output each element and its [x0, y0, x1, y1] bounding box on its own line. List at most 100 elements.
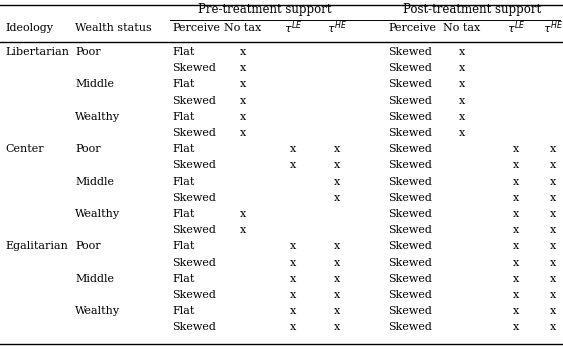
- Text: Libertarian: Libertarian: [5, 47, 69, 57]
- Text: Skewed: Skewed: [172, 96, 216, 106]
- Text: x: x: [240, 128, 246, 138]
- Text: Skewed: Skewed: [172, 290, 216, 300]
- Text: x: x: [334, 177, 340, 187]
- Text: Poor: Poor: [75, 144, 101, 154]
- Text: x: x: [550, 144, 556, 154]
- Text: x: x: [334, 161, 340, 170]
- Text: Skewed: Skewed: [388, 177, 432, 187]
- Text: x: x: [513, 306, 519, 316]
- Text: Pre-treatment support: Pre-treatment support: [198, 4, 332, 17]
- Text: x: x: [513, 193, 519, 203]
- Text: Middle: Middle: [75, 274, 114, 284]
- Text: Skewed: Skewed: [388, 209, 432, 219]
- Text: x: x: [334, 258, 340, 268]
- Text: x: x: [290, 161, 296, 170]
- Text: Flat: Flat: [172, 209, 194, 219]
- Text: Middle: Middle: [75, 80, 114, 89]
- Text: Skewed: Skewed: [388, 128, 432, 138]
- Text: x: x: [334, 306, 340, 316]
- Text: x: x: [290, 290, 296, 300]
- Text: Flat: Flat: [172, 80, 194, 89]
- Text: x: x: [513, 241, 519, 251]
- Text: Wealthy: Wealthy: [75, 209, 120, 219]
- Text: x: x: [334, 144, 340, 154]
- Text: Skewed: Skewed: [388, 241, 432, 251]
- Text: x: x: [550, 209, 556, 219]
- Text: Skewed: Skewed: [388, 322, 432, 332]
- Text: Center: Center: [5, 144, 43, 154]
- Text: Skewed: Skewed: [388, 225, 432, 235]
- Text: Skewed: Skewed: [388, 258, 432, 268]
- Text: x: x: [240, 47, 246, 57]
- Text: Flat: Flat: [172, 112, 194, 122]
- Text: x: x: [550, 193, 556, 203]
- Text: Skewed: Skewed: [172, 128, 216, 138]
- Text: x: x: [459, 96, 465, 106]
- Text: x: x: [513, 290, 519, 300]
- Text: Skewed: Skewed: [172, 63, 216, 73]
- Text: x: x: [513, 177, 519, 187]
- Text: Post-treatment support: Post-treatment support: [403, 4, 541, 17]
- Text: $\tau^{\mathit{LE}}$: $\tau^{\mathit{LE}}$: [507, 20, 525, 36]
- Text: Egalitarian: Egalitarian: [5, 241, 68, 251]
- Text: Ideology: Ideology: [5, 23, 53, 33]
- Text: x: x: [334, 241, 340, 251]
- Text: Skewed: Skewed: [388, 306, 432, 316]
- Text: x: x: [459, 128, 465, 138]
- Text: Skewed: Skewed: [388, 47, 432, 57]
- Text: Wealth status: Wealth status: [75, 23, 152, 33]
- Text: x: x: [334, 322, 340, 332]
- Text: Skewed: Skewed: [172, 258, 216, 268]
- Text: Skewed: Skewed: [172, 193, 216, 203]
- Text: x: x: [550, 258, 556, 268]
- Text: x: x: [240, 63, 246, 73]
- Text: Flat: Flat: [172, 274, 194, 284]
- Text: x: x: [513, 225, 519, 235]
- Text: x: x: [334, 290, 340, 300]
- Text: x: x: [290, 241, 296, 251]
- Text: x: x: [459, 112, 465, 122]
- Text: x: x: [290, 306, 296, 316]
- Text: x: x: [240, 96, 246, 106]
- Text: Skewed: Skewed: [388, 161, 432, 170]
- Text: Poor: Poor: [75, 47, 101, 57]
- Text: x: x: [550, 322, 556, 332]
- Text: x: x: [550, 241, 556, 251]
- Text: x: x: [513, 274, 519, 284]
- Text: x: x: [513, 209, 519, 219]
- Text: Flat: Flat: [172, 306, 194, 316]
- Text: Perceive: Perceive: [172, 23, 220, 33]
- Text: x: x: [240, 80, 246, 89]
- Text: Skewed: Skewed: [388, 96, 432, 106]
- Text: Wealthy: Wealthy: [75, 306, 120, 316]
- Text: Skewed: Skewed: [388, 144, 432, 154]
- Text: x: x: [513, 161, 519, 170]
- Text: Skewed: Skewed: [388, 290, 432, 300]
- Text: x: x: [513, 258, 519, 268]
- Text: Skewed: Skewed: [388, 63, 432, 73]
- Text: No tax: No tax: [225, 23, 262, 33]
- Text: x: x: [550, 177, 556, 187]
- Text: $\tau^{\mathit{LE}}$: $\tau^{\mathit{LE}}$: [284, 20, 302, 36]
- Text: Poor: Poor: [75, 241, 101, 251]
- Text: Middle: Middle: [75, 177, 114, 187]
- Text: x: x: [240, 209, 246, 219]
- Text: Flat: Flat: [172, 177, 194, 187]
- Text: Perceive: Perceive: [388, 23, 436, 33]
- Text: Skewed: Skewed: [388, 274, 432, 284]
- Text: x: x: [459, 80, 465, 89]
- Text: x: x: [550, 274, 556, 284]
- Text: x: x: [334, 193, 340, 203]
- Text: Skewed: Skewed: [388, 112, 432, 122]
- Text: Flat: Flat: [172, 241, 194, 251]
- Text: Skewed: Skewed: [172, 161, 216, 170]
- Text: Wealthy: Wealthy: [75, 112, 120, 122]
- Text: x: x: [290, 274, 296, 284]
- Text: x: x: [513, 144, 519, 154]
- Text: Skewed: Skewed: [388, 193, 432, 203]
- Text: $\tau^{\mathit{HE}}$: $\tau^{\mathit{HE}}$: [543, 20, 563, 36]
- Text: x: x: [240, 112, 246, 122]
- Text: Skewed: Skewed: [172, 225, 216, 235]
- Text: Skewed: Skewed: [172, 322, 216, 332]
- Text: x: x: [459, 63, 465, 73]
